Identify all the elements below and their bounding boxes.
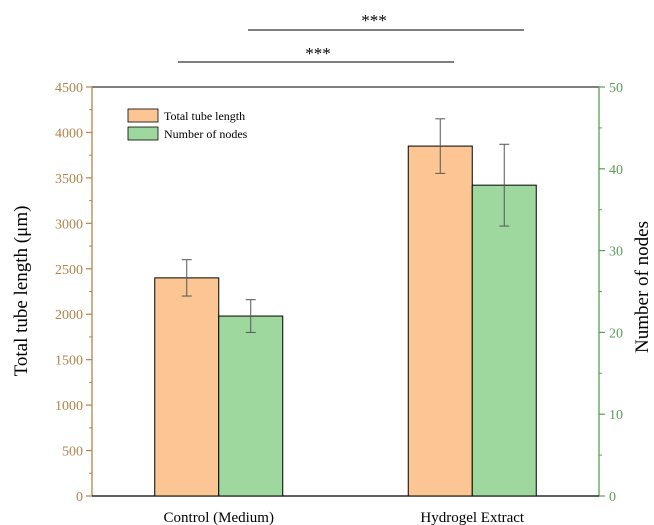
- right-tick-label: 50: [609, 81, 623, 96]
- left-tick-label: 0: [76, 490, 83, 505]
- right-axis-title: Number of nodes: [632, 221, 653, 353]
- legend-label-total-tube-length: Total tube length: [164, 109, 245, 123]
- left-tick-label: 3000: [55, 217, 83, 232]
- significance-lower: ***: [178, 44, 454, 63]
- right-tick-label: 0: [609, 490, 616, 505]
- left-tick-label: 3500: [55, 172, 83, 187]
- error-bars: [181, 118, 510, 333]
- right-axis-ticks: 0 10 20 30 40 50: [599, 81, 623, 505]
- legend-swatch-total-tube-length: [127, 108, 159, 123]
- left-tick-label: 2000: [55, 308, 83, 323]
- right-tick-label: 30: [609, 245, 623, 260]
- left-tick-label: 1500: [55, 354, 83, 369]
- left-tick-label: 4500: [55, 81, 83, 96]
- significance-label-lower: ***: [305, 44, 331, 63]
- right-tick-label: 20: [609, 326, 623, 341]
- x-tick-label: Control (Medium): [164, 510, 274, 525]
- left-axis-title: Total tube length (μm): [11, 206, 32, 377]
- bars: [154, 145, 537, 497]
- right-tick-label: 40: [609, 163, 623, 178]
- bar-total-tube-length: [154, 277, 220, 497]
- right-tick-label: 10: [609, 408, 623, 423]
- x-tick-labels: Control (Medium) Hydrogel Extract: [164, 510, 525, 525]
- bar-number-of-nodes: [471, 184, 537, 497]
- significance-upper: ***: [248, 11, 524, 31]
- left-axis-ticks: 0 500 1000 1500 2000 2500 3000 3500 4000 4500: [55, 81, 92, 505]
- significance-label-upper: ***: [361, 11, 387, 30]
- bar-total-tube-length: [407, 145, 473, 497]
- legend-label-number-of-nodes: Number of nodes: [164, 127, 248, 141]
- x-tick-label: Hydrogel Extract: [420, 510, 525, 525]
- left-tick-label: 1000: [55, 399, 83, 414]
- left-tick-label: 4000: [55, 126, 83, 141]
- legend-swatch-number-of-nodes: [127, 126, 159, 141]
- left-tick-label: 2500: [55, 263, 83, 278]
- left-tick-label: 500: [62, 445, 83, 460]
- bar-number-of-nodes: [218, 315, 284, 497]
- legend: Total tube length Number of nodes: [127, 108, 248, 141]
